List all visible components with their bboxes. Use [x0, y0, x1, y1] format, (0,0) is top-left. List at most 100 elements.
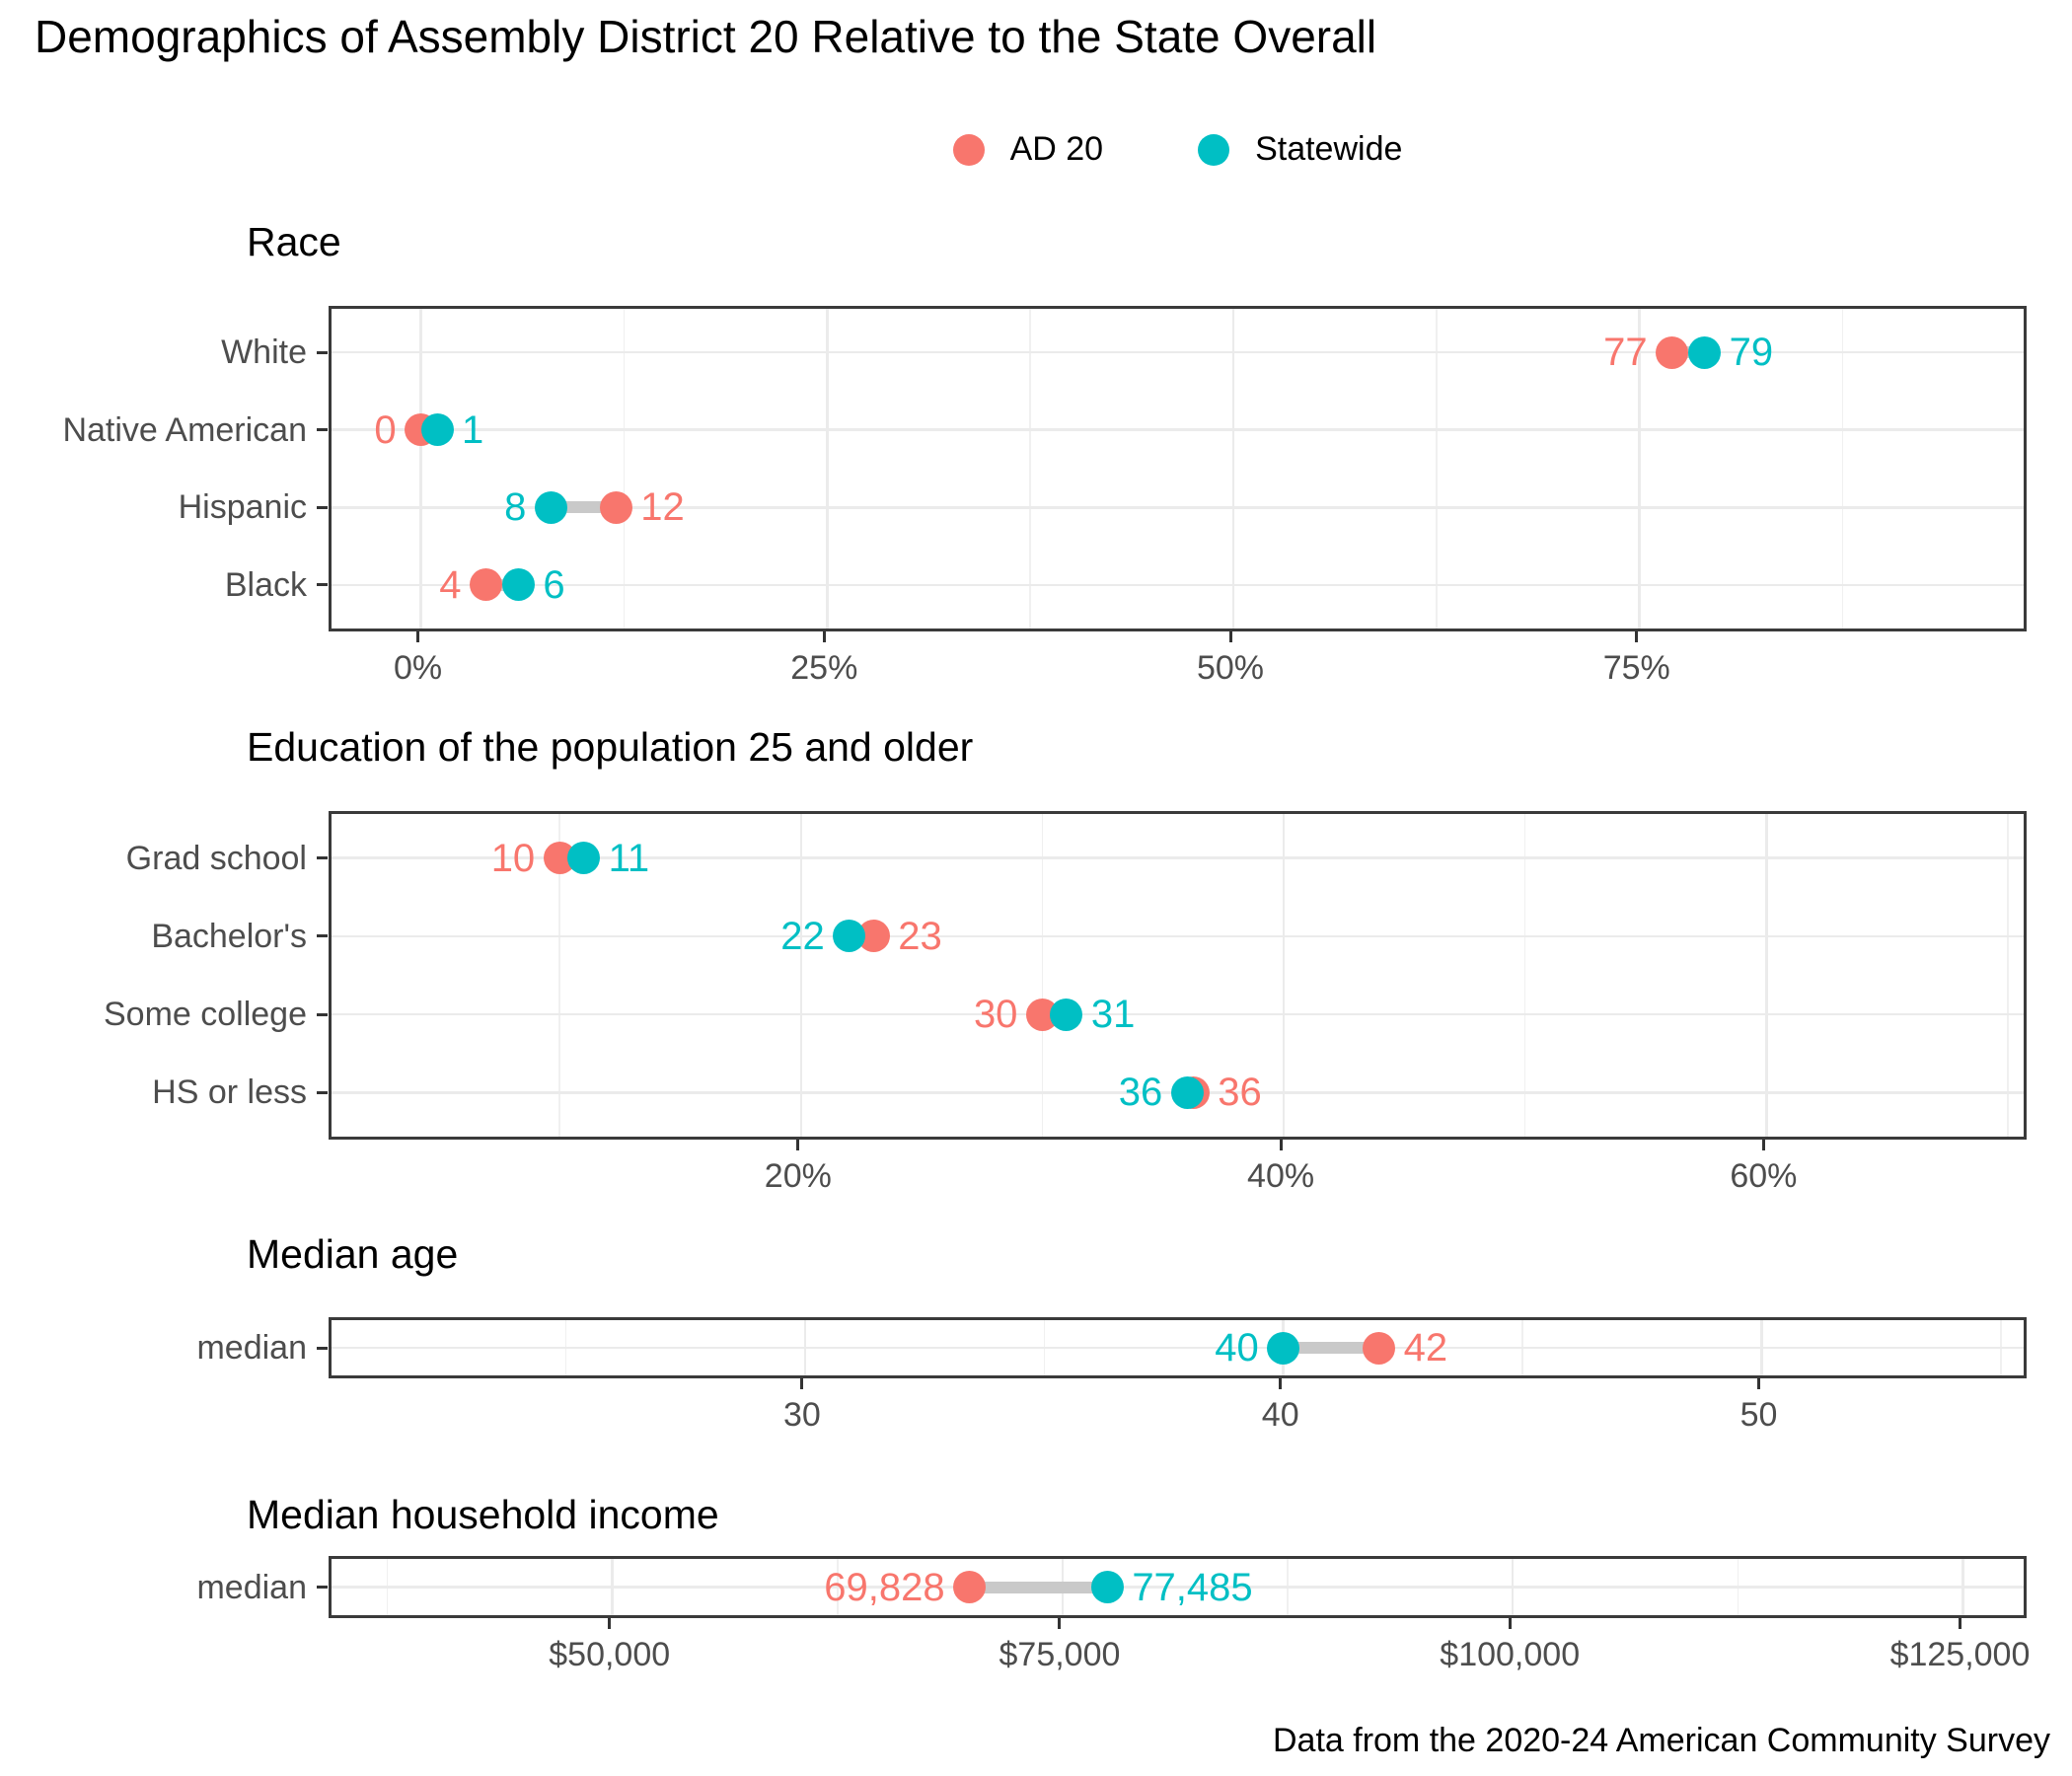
- row-gridline: [332, 934, 2024, 938]
- y-tick-mark: [317, 1346, 328, 1350]
- legend-item-ad-20: AD 20: [952, 130, 1104, 169]
- panel-median-age: 40 42: [329, 1317, 2027, 1378]
- major-gridline: [419, 309, 422, 629]
- row-gridline: [332, 506, 2024, 509]
- row-gridline: [332, 1346, 2024, 1350]
- y-tick-mark: [317, 1090, 328, 1094]
- y-tick-mark: [317, 428, 328, 432]
- panel-title-race: Race: [247, 219, 341, 264]
- y-tick-mark: [317, 505, 328, 509]
- y-tick-mark: [317, 934, 328, 938]
- dot-ad-20-white: [1656, 335, 1689, 369]
- x-tick-mark: [796, 1140, 800, 1150]
- value-label-statewide: 1: [462, 407, 484, 452]
- minor-gridline: [1041, 814, 1044, 1137]
- panel-plot-area-median-household-income: 69,828 77,485: [332, 1559, 2024, 1615]
- dot-ad-20-median: [1363, 1331, 1396, 1365]
- row-gridline: [332, 1586, 2024, 1589]
- minor-gridline: [2007, 814, 2009, 1137]
- legend-label: AD 20: [1009, 130, 1104, 168]
- major-gridline: [826, 309, 829, 629]
- dot-statewide-bachelor-s: [833, 920, 866, 953]
- x-tick-label: 0%: [394, 649, 443, 687]
- dot-ad-20-black: [469, 568, 502, 602]
- panel-education-of-the-population-25-and-older: 10 11 22 23 30 31 36 36: [329, 811, 2027, 1140]
- x-tick-label: 50: [1739, 1396, 1778, 1434]
- legend-item-statewide: Statewide: [1198, 130, 1402, 169]
- panel-title-median-age: Median age: [247, 1231, 459, 1277]
- y-category-label-some-college: Some college: [103, 996, 307, 1034]
- panel-plot-area-median-age: 40 42: [332, 1320, 2024, 1375]
- legend: AD 20 Statewide: [329, 130, 2027, 169]
- major-gridline: [1638, 309, 1641, 629]
- value-label-statewide: 36: [1118, 1071, 1163, 1115]
- value-label-statewide: 31: [1090, 993, 1136, 1037]
- x-tick-label: $125,000: [1889, 1636, 2031, 1673]
- value-label-statewide: 8: [504, 485, 527, 530]
- y-category-label-bachelor-s: Bachelor's: [151, 917, 307, 955]
- x-tick-mark: [1958, 1618, 1961, 1629]
- x-tick-mark: [822, 631, 826, 642]
- x-tick-mark: [1508, 1618, 1512, 1629]
- value-label-ad-20: 69,828: [824, 1565, 945, 1609]
- legend-label: Statewide: [1255, 130, 1403, 168]
- value-label-statewide: 40: [1215, 1326, 1259, 1369]
- x-tick-label: 40: [1261, 1396, 1299, 1434]
- major-gridline: [1765, 814, 1768, 1137]
- dot-statewide-some-college: [1050, 998, 1083, 1031]
- y-category-label-hs-or-less: HS or less: [152, 1073, 307, 1112]
- dot-ad-20-hispanic: [599, 490, 632, 524]
- value-label-ad-20: 12: [640, 485, 685, 530]
- panel-plot-area-education-of-the-population-25-and-older: 10 11 22 23 30 31 36 36: [332, 814, 2024, 1137]
- minor-gridline: [1436, 309, 1438, 629]
- x-tick-label: 60%: [1730, 1157, 1798, 1195]
- x-tick-mark: [1757, 1378, 1761, 1389]
- row-gridline: [332, 428, 2024, 431]
- value-label-statewide: 11: [608, 836, 650, 880]
- panel-race: 77 79 0 1 8 12 4 6: [329, 306, 2027, 631]
- value-label-ad-20: 36: [1218, 1071, 1262, 1115]
- y-category-label-median: median: [196, 1568, 307, 1606]
- major-gridline: [799, 814, 803, 1137]
- panel-title-median-household-income: Median household income: [247, 1492, 719, 1537]
- dot-ad-20-median: [953, 1571, 987, 1603]
- minor-gridline: [623, 309, 626, 629]
- value-label-ad-20: 0: [374, 407, 397, 452]
- x-tick-label: 25%: [790, 649, 858, 687]
- x-tick-mark: [1279, 1140, 1283, 1150]
- x-tick-label: $50,000: [549, 1636, 671, 1673]
- dot-statewide-hispanic: [534, 490, 567, 524]
- dot-statewide-median: [1267, 1331, 1300, 1365]
- y-category-label-native-american: Native American: [62, 410, 307, 449]
- y-category-label-white: White: [221, 333, 307, 372]
- y-category-label-grad-school: Grad school: [125, 839, 307, 877]
- row-gridline: [332, 583, 2024, 587]
- dot-statewide-white: [1688, 335, 1722, 369]
- x-tick-mark: [608, 1618, 612, 1629]
- y-category-label-median: median: [196, 1329, 307, 1367]
- x-tick-label: 30: [783, 1396, 821, 1434]
- minor-gridline: [558, 814, 560, 1137]
- legend-dot-icon: [1198, 133, 1230, 166]
- y-tick-mark: [317, 583, 328, 587]
- y-category-label-hispanic: Hispanic: [178, 488, 307, 527]
- x-tick-label: 50%: [1196, 649, 1265, 687]
- dot-statewide-hs-or-less: [1170, 1075, 1204, 1109]
- value-label-statewide: 6: [543, 562, 565, 607]
- y-tick-mark: [317, 1586, 328, 1589]
- x-tick-mark: [416, 631, 420, 642]
- value-label-statewide: 79: [1729, 331, 1774, 375]
- chart-title: Demographics of Assembly District 20 Rel…: [35, 11, 1377, 62]
- value-label-ad-20: 23: [898, 914, 942, 958]
- minor-gridline: [1841, 309, 1844, 629]
- dot-statewide-native-american: [420, 413, 454, 447]
- dot-statewide-median: [1090, 1571, 1124, 1603]
- x-tick-mark: [1058, 1618, 1062, 1629]
- dumbbell-segment: [969, 1581, 1108, 1593]
- caption: Data from the 2020-24 American Community…: [1272, 1722, 2050, 1759]
- panel-plot-area-race: 77 79 0 1 8 12 4 6: [332, 309, 2024, 629]
- major-gridline: [1282, 814, 1286, 1137]
- minor-gridline: [1029, 309, 1031, 629]
- dot-statewide-black: [501, 568, 535, 602]
